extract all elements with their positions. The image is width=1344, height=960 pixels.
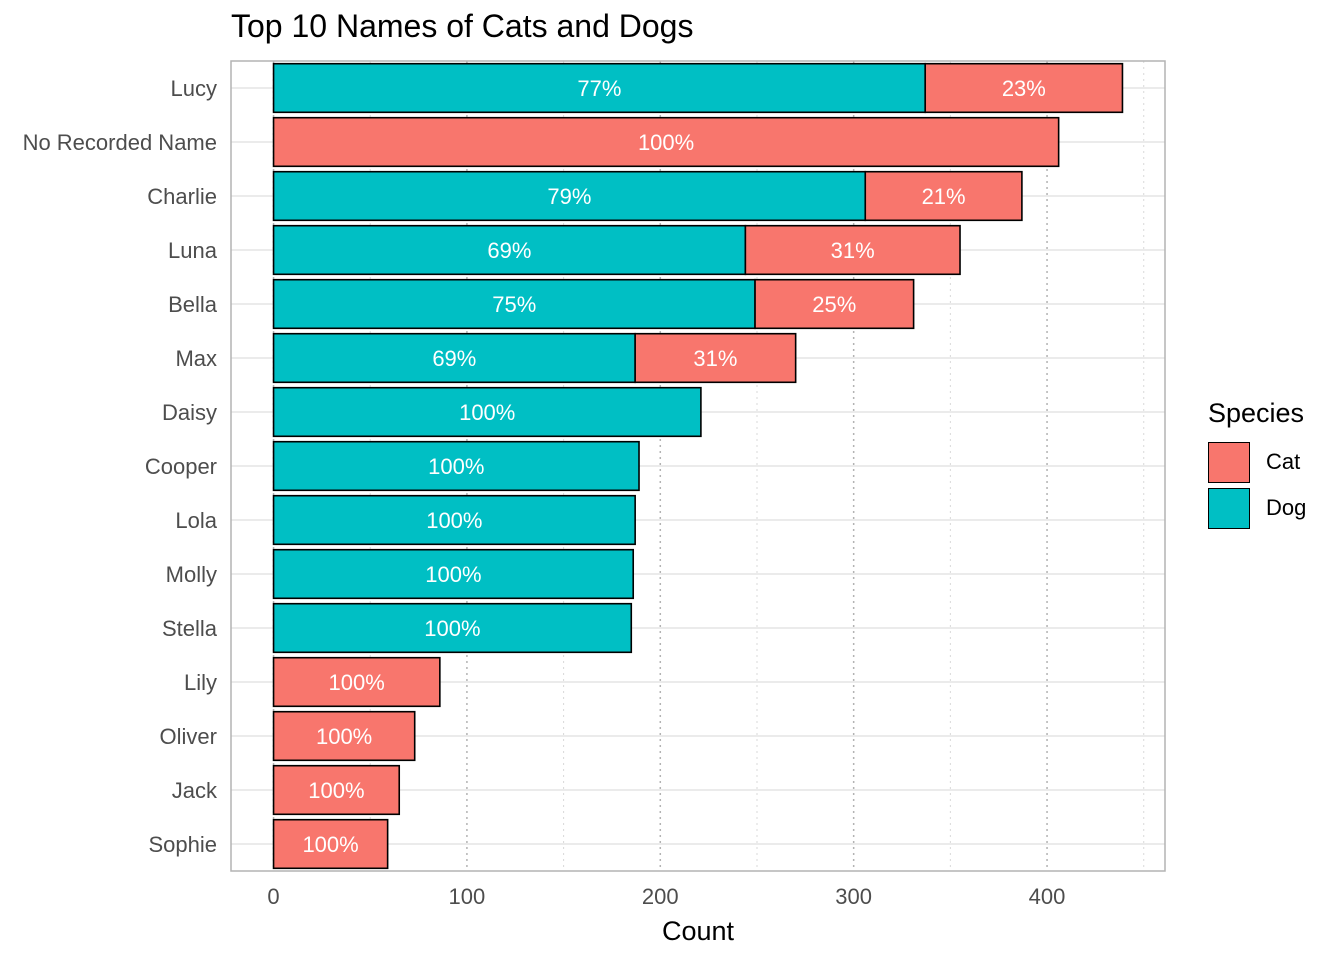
bar-cat-lucy (924, 62, 1124, 114)
bar-label-dog-lola: 100% (426, 508, 482, 533)
y-tick-label: Daisy (162, 400, 217, 425)
y-tick-label: Bella (168, 292, 218, 317)
bar-dog-lola (272, 494, 636, 546)
bar-dog-daisy (272, 386, 702, 438)
bar-dog-stella (272, 602, 633, 654)
chart-title: Top 10 Names of Cats and Dogs (231, 8, 694, 44)
legend-item-dog: Dog (1208, 485, 1306, 531)
legend-label-dog: Dog (1266, 495, 1307, 520)
legend-label-cat: Cat (1266, 449, 1301, 474)
bar-label-cat-oliver: 100% (316, 724, 372, 749)
bar-label-dog-molly: 100% (425, 562, 481, 587)
bar-label-cat-charlie: 21% (922, 184, 966, 209)
bar-dog-molly (272, 548, 635, 600)
bar-label-dog-cooper: 100% (428, 454, 484, 479)
y-tick-label: Lucy (171, 76, 217, 101)
bar-cat-lily (272, 656, 441, 708)
x-tick-label: 200 (642, 884, 679, 909)
x-tick-label: 100 (449, 884, 486, 909)
y-tick-label: Charlie (147, 184, 217, 209)
y-tick-label: Sophie (148, 832, 217, 857)
y-tick-label: Luna (168, 238, 218, 263)
panel-border (230, 60, 1166, 872)
bar-label-dog-daisy: 100% (459, 400, 515, 425)
bar-label-cat-no-recorded-name: 100% (638, 130, 694, 155)
y-tick-label: Cooper (145, 454, 217, 479)
y-tick-label: Max (175, 346, 217, 371)
bar-label-cat-bella: 25% (812, 292, 856, 317)
bar-label-cat-luna: 31% (831, 238, 875, 263)
bar-label-dog-stella: 100% (424, 616, 480, 641)
bar-cat-charlie (864, 170, 1023, 222)
bar-dog-max (272, 332, 636, 384)
bar-dog-charlie (272, 170, 867, 222)
x-tick-label: 400 (1029, 884, 1066, 909)
x-tick-label: 0 (267, 884, 279, 909)
bar-cat-jack (272, 764, 401, 816)
legend-title: Species (1208, 398, 1305, 428)
bar-cat-oliver (272, 710, 416, 762)
bar-cat-no-recorded-name (272, 116, 1060, 168)
bar-cat-max (634, 332, 797, 384)
bar-label-dog-bella: 75% (492, 292, 536, 317)
bar-label-dog-max: 69% (432, 346, 476, 371)
legend: Species Cat Dog (1208, 398, 1306, 531)
bar-label-cat-lily: 100% (329, 670, 385, 695)
bar-cat-sophie (272, 818, 389, 870)
x-tick-label: 300 (835, 884, 872, 909)
bar-cat-luna (744, 224, 961, 276)
x-axis-title: Count (662, 916, 735, 946)
bar-label-cat-lucy: 23% (1002, 76, 1046, 101)
y-tick-label: Lily (184, 670, 217, 695)
bar-label-cat-max: 31% (693, 346, 737, 371)
y-tick-label: Jack (172, 778, 218, 803)
y-tick-label: Lola (175, 508, 217, 533)
bar-label-cat-sophie: 100% (302, 832, 358, 857)
y-tick-label: Oliver (160, 724, 217, 749)
bar-dog-bella (272, 278, 756, 330)
bar-cat-bella (754, 278, 915, 330)
legend-key-cat (1208, 441, 1250, 483)
bar-label-dog-luna: 69% (487, 238, 531, 263)
bar-label-dog-lucy: 77% (577, 76, 621, 101)
bar-dog-cooper (272, 440, 640, 492)
y-tick-label: Stella (162, 616, 218, 641)
y-tick-label: Molly (166, 562, 217, 587)
bar-dog-luna (272, 224, 747, 276)
legend-key-dog (1208, 487, 1250, 529)
bar-label-dog-charlie: 79% (547, 184, 591, 209)
legend-item-cat: Cat (1208, 439, 1306, 485)
bar-label-cat-jack: 100% (308, 778, 364, 803)
y-tick-label: No Recorded Name (23, 130, 217, 155)
